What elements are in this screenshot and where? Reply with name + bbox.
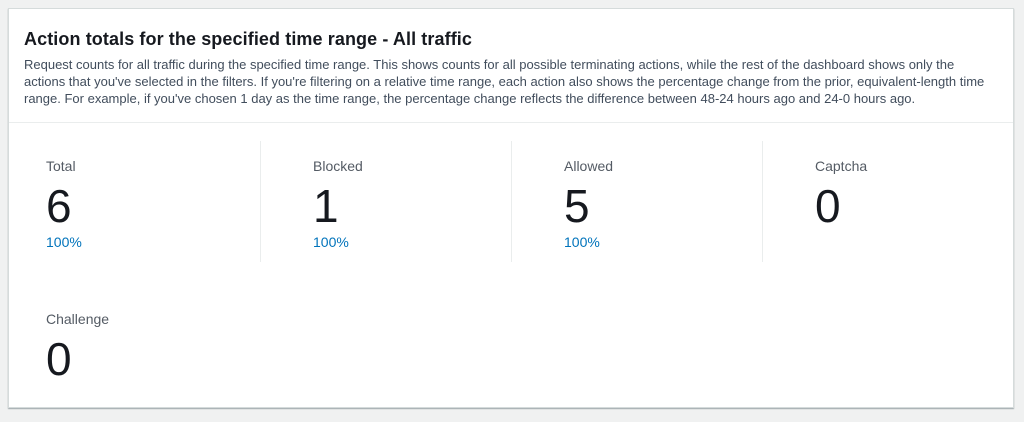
metric-total: Total 6 100%	[9, 141, 260, 262]
panel-title: Action totals for the specified time ran…	[24, 29, 472, 49]
metric-label: Total	[46, 158, 76, 174]
metric-value: 5	[564, 180, 590, 232]
metric-change: 100%	[46, 234, 82, 250]
metric-blocked: Blocked 1 100%	[260, 141, 511, 262]
metric-allowed: Allowed 5 100%	[511, 141, 762, 262]
panel-header: Action totals for the specified time ran…	[9, 9, 1013, 122]
metric-change: 100%	[313, 234, 349, 250]
metric-label: Captcha	[815, 158, 868, 174]
metric-captcha: Captcha 0	[762, 141, 1013, 262]
metric-label: Challenge	[46, 311, 110, 327]
metric-label: Blocked	[313, 158, 363, 174]
metric-value: 0	[46, 333, 72, 385]
action-totals-panel: Action totals for the specified time ran…	[8, 8, 1014, 408]
metric-challenge: Challenge 0	[9, 294, 260, 393]
metrics-grid: Total 6 100% Blocked 1 100% Allowed 5 10…	[9, 123, 1013, 405]
metric-value: 0	[815, 180, 841, 232]
metric-label: Allowed	[564, 158, 614, 174]
panel-description: Request counts for all traffic during th…	[24, 57, 985, 106]
metric-change: 100%	[564, 234, 600, 250]
header-divider	[9, 122, 1013, 123]
metric-value: 6	[46, 180, 72, 232]
metric-value: 1	[313, 180, 339, 232]
